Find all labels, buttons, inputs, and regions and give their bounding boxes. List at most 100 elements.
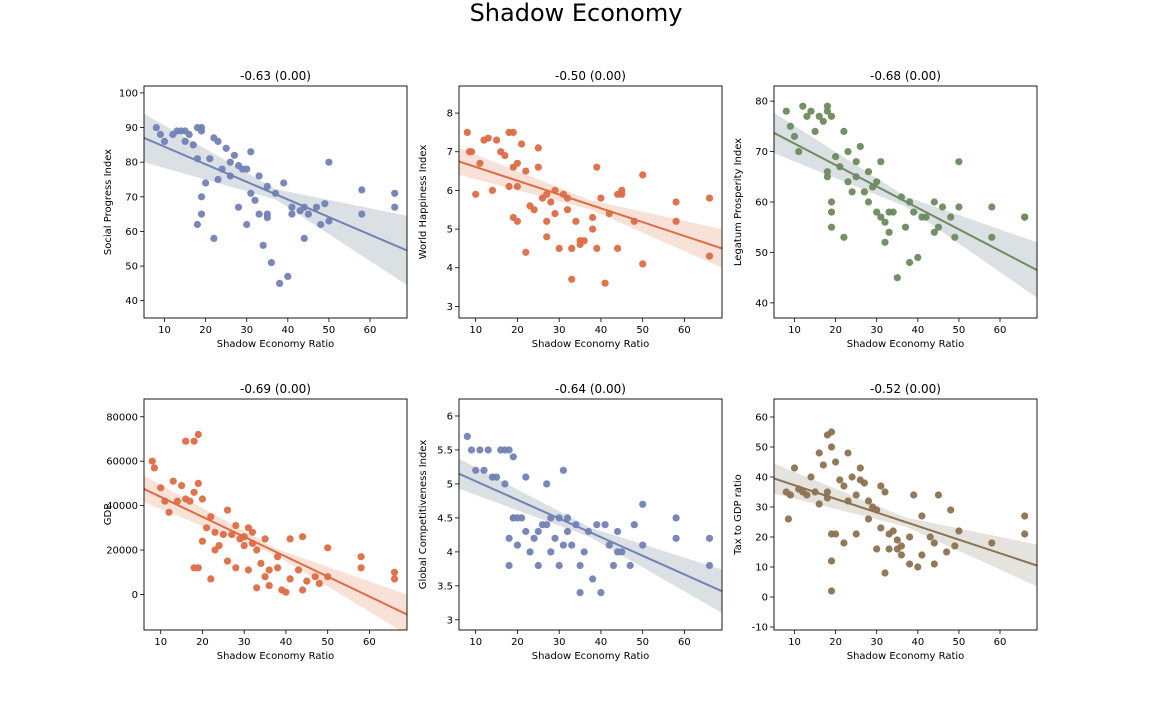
data-point: [639, 541, 647, 549]
data-point: [189, 141, 197, 149]
y-tick-label: 7: [447, 147, 453, 158]
figure-title: Shadow Economy: [469, 0, 683, 27]
data-point: [286, 535, 294, 543]
data-point: [223, 506, 232, 514]
y-tick-label: 0: [132, 590, 138, 601]
data-point: [198, 537, 206, 545]
data-point: [551, 210, 559, 218]
data-point: [534, 561, 542, 570]
data-point: [832, 530, 840, 538]
data-point: [303, 577, 311, 585]
data-point: [593, 244, 601, 252]
data-point: [672, 514, 680, 522]
data-point: [484, 446, 492, 454]
regression-line: [144, 137, 407, 252]
data-point: [1021, 512, 1029, 520]
data-point: [493, 473, 501, 481]
data-point: [840, 482, 848, 490]
y-axis-label: Tax to GDP ratio: [733, 474, 744, 556]
y-tick-label: 0: [762, 593, 768, 604]
data-point: [501, 152, 509, 160]
data-point: [938, 203, 947, 211]
data-point: [251, 196, 259, 204]
y-tick-label: 30: [755, 503, 768, 514]
data-point: [885, 545, 893, 553]
x-axis-label: Shadow Economy Ratio: [847, 651, 965, 662]
data-point: [1021, 530, 1029, 538]
data-point: [505, 561, 513, 570]
data-point: [864, 497, 873, 505]
data-point: [276, 279, 284, 287]
confidence-band: [459, 458, 722, 613]
x-tick-label: 30: [553, 637, 566, 648]
data-point: [988, 539, 996, 547]
y-tick-label: 80: [755, 97, 768, 108]
data-point: [589, 225, 597, 233]
y-tick-label: 10: [755, 563, 768, 574]
y-tick-label: 3: [447, 615, 453, 626]
data-point: [815, 500, 823, 508]
data-point: [827, 443, 836, 451]
x-tick-label: 30: [870, 637, 883, 648]
data-point: [156, 130, 164, 139]
data-point: [864, 198, 873, 206]
data-point: [317, 220, 325, 229]
y-axis-label: Legatum Prosperity Index: [733, 138, 744, 266]
x-tick-label: 20: [829, 325, 842, 336]
data-point: [605, 541, 613, 549]
data-point: [357, 564, 365, 572]
x-tick-label: 60: [364, 325, 377, 336]
x-tick-label: 10: [788, 637, 801, 648]
chart-panel-4: 10 20 30 40 50 60 0 20000 40000 60000 80000 -0.69 (…: [103, 382, 408, 662]
data-point: [881, 488, 889, 496]
x-tick-label: 60: [994, 325, 1007, 336]
data-point: [705, 252, 714, 260]
x-tick-label: 40: [595, 325, 608, 336]
x-tick-label: 40: [911, 637, 924, 648]
data-point: [232, 522, 240, 530]
y-tick-label: 90: [125, 123, 138, 134]
data-point: [463, 128, 471, 136]
y-axis-label: World Happiness Index: [418, 145, 429, 260]
data-point: [243, 220, 251, 229]
data-point: [313, 203, 321, 211]
y-tick-label: 80000: [106, 412, 138, 423]
data-point: [244, 566, 252, 574]
data-point: [910, 208, 918, 216]
data-point: [230, 151, 238, 159]
x-tick-label: 20: [196, 637, 209, 648]
data-point: [897, 542, 906, 550]
data-point: [947, 506, 955, 514]
data-point: [522, 473, 530, 481]
data-point: [488, 186, 496, 194]
data-point: [1021, 213, 1029, 221]
data-point: [593, 163, 601, 171]
data-point: [206, 155, 214, 163]
data-point: [390, 575, 399, 583]
data-point: [918, 512, 926, 520]
regression-line: [144, 488, 407, 616]
y-tick-label: 4.5: [437, 513, 453, 524]
y-tick-label: 70: [755, 147, 768, 158]
data-point: [190, 488, 198, 496]
data-point: [391, 189, 399, 197]
x-tick-label: 60: [678, 325, 691, 336]
data-point: [873, 208, 881, 216]
data-point: [827, 112, 836, 120]
data-point: [234, 203, 243, 211]
data-point: [513, 541, 522, 549]
data-point: [240, 542, 248, 550]
data-point: [547, 198, 555, 206]
data-point: [593, 521, 601, 529]
data-point: [881, 569, 889, 577]
data-point: [390, 568, 399, 576]
data-point: [257, 559, 265, 568]
data-point: [790, 464, 799, 472]
panel-title: -0.50 (0.00): [555, 69, 626, 83]
panel-title: -0.52 (0.00): [870, 382, 941, 396]
y-tick-label: 60: [125, 227, 138, 238]
data-point: [261, 535, 269, 543]
data-point: [223, 557, 232, 565]
data-point: [267, 259, 275, 267]
data-point: [572, 217, 580, 225]
